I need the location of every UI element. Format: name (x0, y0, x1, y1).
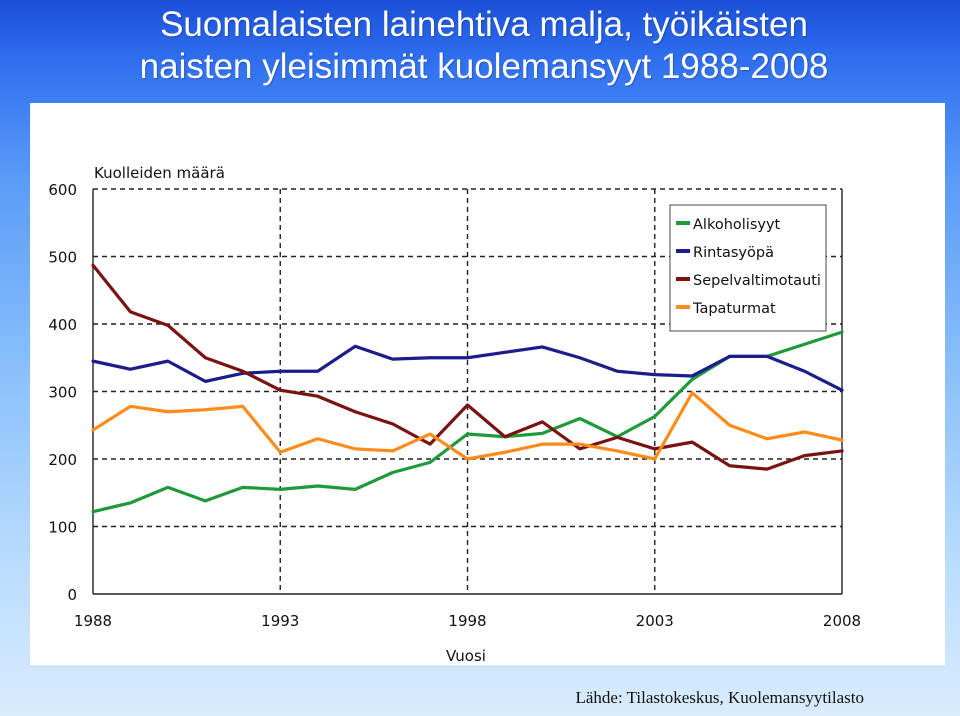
x-tick-label: 1993 (261, 612, 299, 630)
y-tick-label: 500 (48, 249, 77, 267)
source-note: Lähde: Tilastokeskus, Kuolemansyytilasto (575, 688, 864, 707)
y-tick-label: 300 (48, 384, 77, 402)
legend-label: Tapaturmat (692, 301, 776, 317)
title-line-2: naisten yleisimmät kuolemansyyt 1988-200… (139, 47, 829, 86)
x-tick-label: 2008 (823, 612, 861, 630)
y-tick-label: 200 (48, 451, 77, 469)
legend-box (669, 204, 827, 332)
title-line-1: Suomalaisten lainehtiva malja, työikäist… (160, 5, 808, 44)
chart-panel: Kuolleiden määrä Vuosi 0 100 200 300 400 500 6… (30, 103, 945, 665)
x-tick-label: 1988 (74, 612, 112, 630)
legend-label: Sepelvaltimotauti (693, 273, 821, 289)
y-tick-label: 100 (48, 519, 77, 537)
y-tick-label: 400 (48, 316, 77, 334)
series-line-1 (91, 344, 844, 392)
y-axis-label: Kuolleiden määrä (94, 164, 225, 182)
slide-title: Suomalaisten lainehtiva malja, työikäist… (34, 4, 934, 88)
x-tick-label: 2003 (636, 612, 674, 630)
legend-label: Alkoholisyyt (693, 217, 781, 233)
x-axis-label: Vuosi (446, 647, 486, 665)
y-tick-label: 600 (48, 181, 77, 199)
x-tick-label: 1998 (448, 612, 486, 630)
legend-label: Rintasyöpä (693, 245, 774, 261)
line-chart: Kuolleiden määrä Vuosi 0 100 200 300 400 500 6… (48, 164, 861, 665)
series-line-2 (91, 263, 844, 471)
series-line-3 (91, 391, 844, 461)
y-tick-label: 0 (67, 586, 77, 604)
